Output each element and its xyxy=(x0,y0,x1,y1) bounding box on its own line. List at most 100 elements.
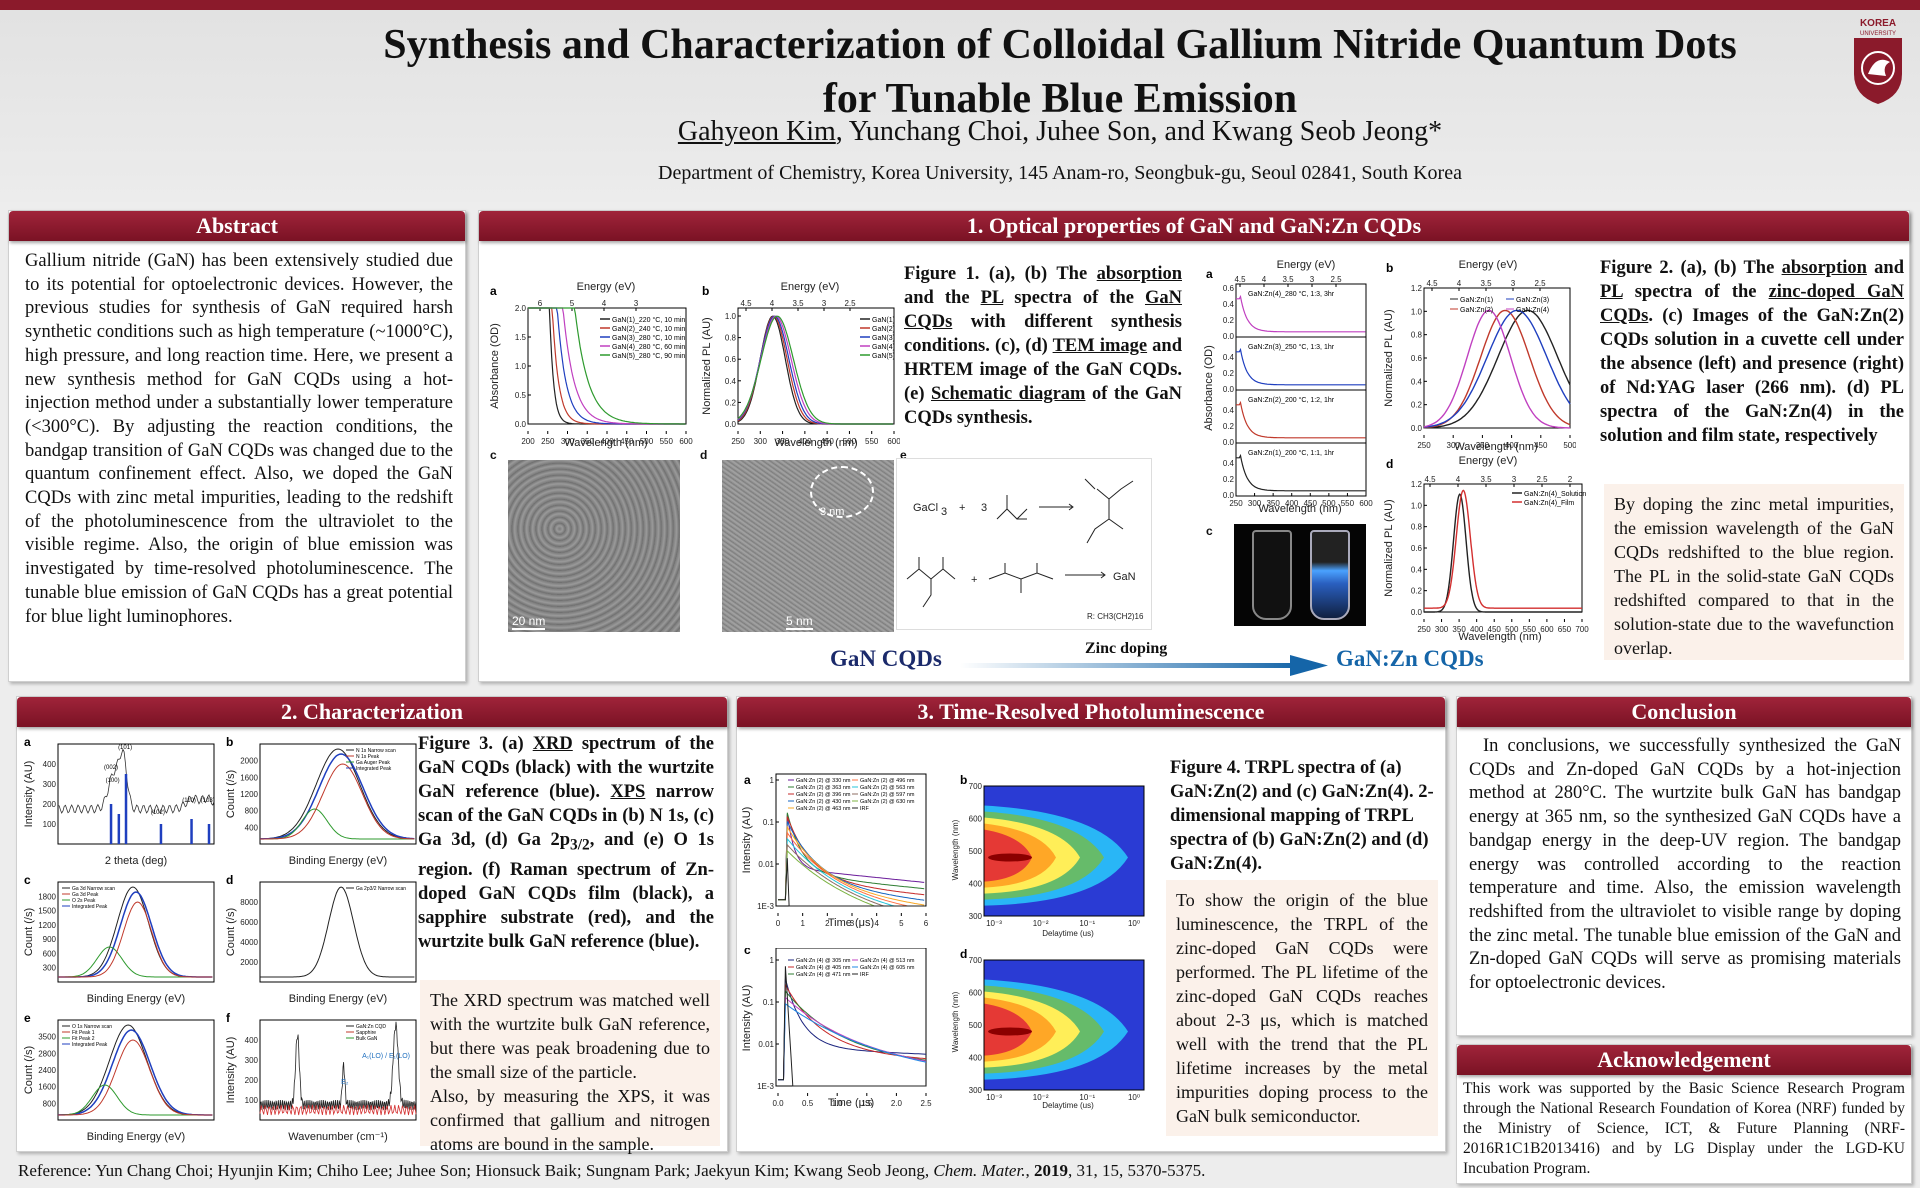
f4c-tick-label: 0.0 xyxy=(772,1099,784,1108)
fig1b-tick-label: 0.8 xyxy=(725,334,737,343)
fig3f-frame xyxy=(259,1019,417,1121)
fig1b-tick-label: 500 xyxy=(843,437,857,446)
title-line-2: for Tunable Blue Emission xyxy=(822,76,1298,122)
fig3f-ylabel: Intensity (AU) xyxy=(225,1037,237,1104)
fig3e-fit xyxy=(58,1039,213,1116)
fig1-caption-part: Schematic diagram xyxy=(931,384,1086,404)
fig2d-tick-label: 500 xyxy=(1505,625,1519,634)
fig1d-inset-scale: 3 nm xyxy=(820,506,845,518)
conclusion-text: In conclusions, we successfully synthesi… xyxy=(1469,736,1901,994)
f4a-legend-entry: GaN:Zn (2) @ 396 nm xyxy=(796,792,851,798)
fig1a-tick-label: 1.5 xyxy=(515,333,527,342)
fig3c-label: c xyxy=(24,873,31,887)
f4a-legend-entry: GaN:Zn (2) @ 597 nm xyxy=(860,792,915,798)
fig2b-legend-entry: GaN:Zn(1) xyxy=(1460,297,1493,304)
fig1b-tick-label: 0.6 xyxy=(725,355,737,364)
fig3e-legend-entry: Fit Peak 2 xyxy=(72,1036,95,1042)
fig2-caption: Figure 2. (a), (b) The absorption and PL… xyxy=(1600,256,1904,448)
fig3f-annotation: E₂ xyxy=(341,1079,349,1086)
fig3a-peak-label: (100) xyxy=(106,778,120,784)
fig1b-tick-label: 600 xyxy=(887,437,900,446)
f4b-map-xtick-label: 10⁻² xyxy=(1033,919,1049,928)
fig2d-top-tick-label: 2 xyxy=(1568,475,1573,484)
f4c-tick-label: 1.5 xyxy=(861,1099,873,1108)
fig3d-ytick-label: 4000 xyxy=(240,938,258,947)
poster-title: Synthesis and Characterization of Colloi… xyxy=(250,18,1870,126)
f4c-curve xyxy=(778,996,927,1081)
schematic-plus-1: + xyxy=(959,502,965,514)
fig3f-legend-entry: GaN:Zn CQD xyxy=(356,1024,386,1030)
reference-line: Reference: Yun Chang Choi; Hyunjin Kim; … xyxy=(18,1160,1538,1182)
fig3d-curve xyxy=(260,886,415,978)
f4a-tick-label: 0.1 xyxy=(763,818,775,827)
fig1b-tick-label: 250 xyxy=(731,437,745,446)
fig3d-ytick-label: 6000 xyxy=(240,918,258,927)
fig1-caption-part: Figure 1. (a), (b) The xyxy=(904,264,1097,284)
fig2a-tick-label: 0.4 xyxy=(1223,406,1235,415)
fig1d-hrtem-image: 3 nm 5 nm xyxy=(722,460,894,632)
fig2a-trace-label: GaN:Zn(2)_200 °C, 1:2, 1hr xyxy=(1248,396,1335,404)
f4d-map-xtick-label: 10⁰ xyxy=(1128,1093,1140,1102)
fig3c-ytick-label: 1800 xyxy=(38,892,56,901)
fig3e-label: e xyxy=(24,1011,31,1025)
fig3e-fit xyxy=(57,1029,213,1116)
fig1a-label: a xyxy=(490,284,497,298)
fig1a-legend-entry: GaN(1)_220 °C, 10 min xyxy=(612,316,685,324)
fig2b-tick-label: 0.0 xyxy=(1411,424,1423,433)
f4d-map-xtick-label: 10⁻¹ xyxy=(1079,1093,1095,1102)
title-line-1: Synthesis and Characterization of Colloi… xyxy=(383,22,1737,68)
abstract-text: Gallium nitride (GaN) has been extensive… xyxy=(25,251,453,627)
fig2a-tick-label: 550 xyxy=(1341,499,1355,508)
zinc-doping-arrow xyxy=(960,655,1328,676)
fig1a-tick-label: 2.0 xyxy=(515,304,527,313)
fig2-caption-part: Figure 2. (a), (b) The xyxy=(1600,258,1782,278)
reference-sep: , xyxy=(1025,1161,1034,1180)
fig1b-legend-entry: GaN(4) xyxy=(872,344,895,351)
f4a-tick-label: 2 xyxy=(825,919,830,928)
fig1b-tick-label: 0.0 xyxy=(725,420,737,429)
fig1b-curve xyxy=(737,315,894,425)
presenting-author: Gahyeon Kim xyxy=(677,116,836,147)
fig3f-curve xyxy=(259,1104,417,1116)
fig2b-curve xyxy=(1423,309,1570,429)
fig2b-top-tick-label: 3.5 xyxy=(1480,279,1492,288)
f4d-map-ytick-label: 700 xyxy=(969,956,983,965)
fig2a-trace-label: GaN:Zn(3)_250 °C, 1:3, 1hr xyxy=(1248,343,1335,351)
fig2b-top-tick-label: 3 xyxy=(1511,279,1516,288)
fig1a-tick-label: 600 xyxy=(679,437,693,446)
fig2b-tick-label: 1.2 xyxy=(1411,284,1423,293)
conclusion-heading: Conclusion xyxy=(1457,697,1911,727)
fig2-caption-part: PL xyxy=(1600,282,1623,302)
f4a-tick-label: 5 xyxy=(899,919,904,928)
fig1b-tick-label: 0.2 xyxy=(725,398,737,407)
fig1-caption-part: of the GaN CQDs synthesis. xyxy=(904,384,1182,428)
university-logo: KOREA UNIVERSITY xyxy=(1846,16,1910,106)
fig1b-label: b xyxy=(702,284,709,298)
fig2d-pl-plot: d Energy (eV) 4.5 4 3.5 3 2.5 2 0.0 0.2 0.4 0.6 0… xyxy=(1383,455,1589,643)
fig2d-tick-label: 0.6 xyxy=(1411,544,1423,553)
schematic-product: GaN xyxy=(1113,571,1136,583)
fig3c-plot: c 300 600 900 1200 1500 1800 Binding Energy (eV… xyxy=(23,873,215,1005)
fig2-caption-part: spectra of the xyxy=(1622,282,1769,302)
fig3e-legend-entry: Integrated Peak xyxy=(72,1042,108,1048)
f4b-map-ytick-label: 300 xyxy=(969,912,983,921)
fig2a-absorption-plot: a Energy (eV) 4.5 4 3.5 3 2.5 0.0 0.2 0.4 0.6 Ga… xyxy=(1203,259,1373,515)
fig3b-label: b xyxy=(226,735,233,749)
fig2d-tick-label: 300 xyxy=(1435,625,1449,634)
fig3-caption-part: spectrum of the GaN CQDs (black) with th… xyxy=(418,734,714,802)
fig2d-top-tick-label: 3 xyxy=(1512,475,1517,484)
fig2d-tick-label: 700 xyxy=(1575,625,1589,634)
fig1b-curve xyxy=(737,315,894,425)
fig2d-top-tick-label: 4.5 xyxy=(1424,475,1436,484)
f4d-map-ytick-label: 300 xyxy=(969,1086,983,1095)
fig3e-plot: e 800 1600 2400 2800 3500 Binding Energy (eV) C… xyxy=(23,1011,215,1143)
f4d-map-peak-band xyxy=(988,1027,1032,1036)
fig1a-top-axis-title: Energy (eV) xyxy=(577,281,636,293)
fig2d-legend-entry: GaN:Zn(4)_Solution xyxy=(1524,491,1586,498)
fig3b-ytick-label: 1200 xyxy=(240,790,258,799)
fig1b-tick-label: 350 xyxy=(776,437,790,446)
fig1b-curve xyxy=(737,315,894,425)
fig2d-tick-label: 0.0 xyxy=(1411,608,1423,617)
fig2a-trace-label: GaN:Zn(1)_200 °C, 1:1, 1hr xyxy=(1248,449,1335,457)
fig1b-top-axis-title: Energy (eV) xyxy=(781,281,840,293)
